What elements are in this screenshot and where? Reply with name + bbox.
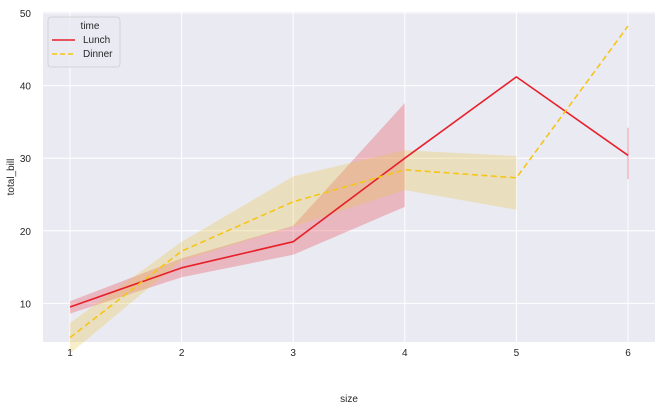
y-axis-label: total_bill (6, 159, 17, 196)
dinner-ci-band (70, 150, 517, 354)
x-tick-label: 5 (514, 348, 520, 359)
y-tick-label: 20 (20, 227, 32, 238)
legend-lunch-label: Lunch (83, 35, 110, 46)
x-axis-label: size (340, 394, 358, 405)
series-lines (69, 25, 629, 339)
x-tick-label: 4 (402, 348, 408, 359)
lunch-line (69, 76, 629, 308)
legend-dinner-label: Dinner (83, 49, 113, 60)
x-tick-label: 1 (67, 348, 73, 359)
legend-box (47, 16, 121, 68)
grid-lines (43, 12, 655, 342)
y-tick-label: 30 (20, 154, 32, 165)
y-tick-label: 10 (20, 299, 32, 310)
y-axis-ticks: 10 20 30 40 50 (20, 9, 32, 310)
legend-title: time (81, 21, 100, 32)
x-tick-label: 3 (290, 348, 296, 359)
x-axis-ticks: 1 2 3 4 5 6 (67, 348, 631, 359)
y-tick-label: 40 (20, 82, 32, 93)
plot-area (43, 12, 655, 342)
legend: time Lunch Dinner (47, 16, 121, 68)
dinner-line (69, 25, 629, 339)
x-tick-label: 2 (179, 348, 185, 359)
y-tick-label: 50 (20, 9, 32, 20)
x-tick-label: 6 (625, 348, 631, 359)
